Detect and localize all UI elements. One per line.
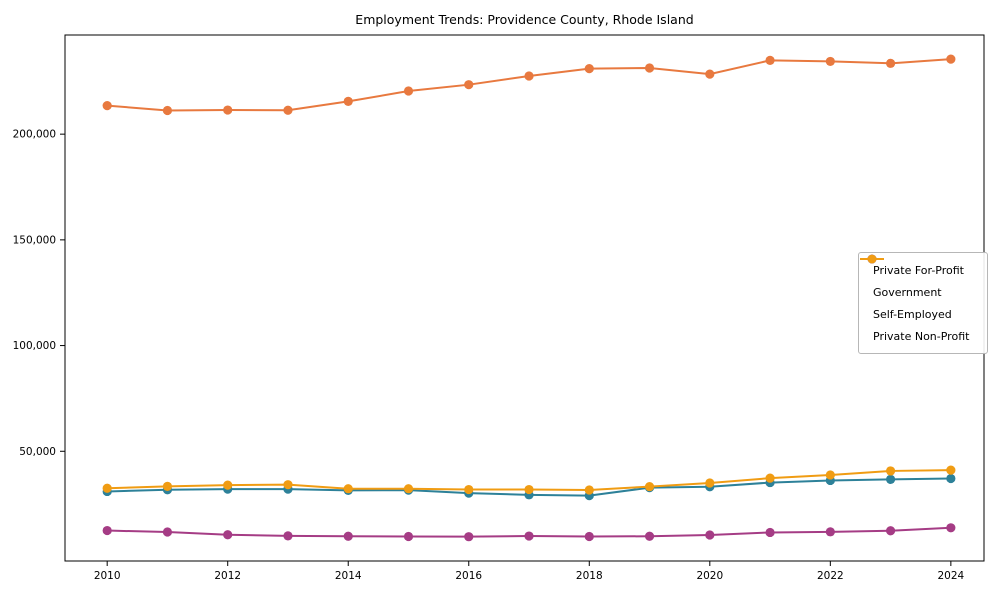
data-point-self-employed bbox=[403, 531, 414, 542]
x-tick-label: 2012 bbox=[214, 570, 241, 582]
data-point-private-non-profit bbox=[464, 484, 474, 495]
data-point-private-for-profit bbox=[584, 64, 594, 74]
data-point-private-for-profit bbox=[885, 58, 896, 68]
data-point-private-non-profit bbox=[644, 481, 655, 492]
y-tick-label: 100,000 bbox=[13, 340, 56, 352]
data-point-private-non-profit bbox=[162, 481, 173, 491]
x-tick-label: 2024 bbox=[937, 570, 964, 582]
legend-label: Self-Employed bbox=[873, 307, 952, 321]
data-point-self-employed bbox=[885, 526, 896, 536]
x-tick-label: 2018 bbox=[576, 570, 603, 582]
data-point-self-employed bbox=[162, 527, 173, 537]
legend-marker-icon bbox=[860, 254, 884, 264]
data-point-private-non-profit bbox=[283, 480, 293, 490]
x-tick-label: 2016 bbox=[455, 570, 482, 582]
data-point-private-non-profit bbox=[705, 478, 715, 488]
legend-item-self-employed: Self-Employed bbox=[860, 254, 979, 325]
y-tick-label: 150,000 bbox=[13, 234, 56, 246]
data-point-private-non-profit bbox=[223, 480, 233, 490]
data-point-private-for-profit bbox=[102, 101, 112, 111]
data-point-government bbox=[885, 474, 896, 484]
legend-label: Private Non-Profit bbox=[873, 329, 970, 343]
legend: Private For-Profit Government Self-Employe… bbox=[858, 252, 988, 354]
data-point-self-employed bbox=[102, 525, 112, 536]
data-point-private-for-profit bbox=[283, 105, 293, 115]
x-tick-label: 2022 bbox=[817, 570, 844, 582]
data-point-private-non-profit bbox=[584, 485, 594, 495]
data-point-private-for-profit bbox=[464, 80, 474, 90]
legend-label: Government bbox=[873, 285, 942, 299]
data-point-private-for-profit bbox=[343, 96, 353, 106]
data-point-self-employed bbox=[584, 531, 594, 542]
data-point-private-non-profit bbox=[946, 465, 956, 475]
data-point-private-for-profit bbox=[765, 55, 775, 65]
data-point-private-non-profit bbox=[343, 484, 353, 494]
data-point-self-employed bbox=[524, 531, 534, 541]
legend-item-private-non-profit: Private Non-Profit bbox=[860, 254, 979, 347]
data-point-self-employed bbox=[644, 531, 655, 541]
data-point-private-for-profit bbox=[223, 105, 233, 115]
y-tick-label: 50,000 bbox=[19, 446, 56, 458]
x-tick-label: 2010 bbox=[94, 570, 121, 582]
data-point-private-for-profit bbox=[946, 54, 956, 64]
data-point-self-employed bbox=[765, 527, 775, 538]
data-point-private-non-profit bbox=[524, 484, 534, 495]
data-point-self-employed bbox=[343, 531, 353, 541]
data-point-private-non-profit bbox=[765, 473, 775, 483]
data-point-self-employed bbox=[464, 532, 474, 542]
data-point-self-employed bbox=[825, 527, 835, 537]
chart-title: Employment Trends: Providence County, Rh… bbox=[355, 12, 694, 27]
data-point-private-non-profit bbox=[825, 470, 835, 480]
data-point-self-employed bbox=[705, 530, 715, 540]
data-point-private-non-profit bbox=[885, 466, 896, 476]
data-point-private-for-profit bbox=[705, 69, 715, 79]
x-tick-label: 2014 bbox=[335, 570, 362, 582]
data-point-private-for-profit bbox=[825, 56, 835, 67]
axes-frame bbox=[64, 34, 985, 562]
data-point-self-employed bbox=[946, 523, 956, 533]
data-point-private-for-profit bbox=[524, 71, 534, 81]
legend-item-government: Government bbox=[860, 254, 979, 303]
data-point-private-non-profit bbox=[102, 483, 112, 493]
legend-label: Private For-Profit bbox=[873, 263, 964, 277]
data-point-private-non-profit bbox=[403, 484, 414, 494]
y-tick-label: 200,000 bbox=[13, 129, 56, 141]
data-point-private-for-profit bbox=[403, 86, 414, 96]
series-line-private-for-profit bbox=[107, 58, 951, 112]
data-point-government bbox=[946, 473, 956, 484]
data-point-self-employed bbox=[223, 530, 233, 540]
x-tick-label: 2020 bbox=[696, 570, 723, 582]
data-point-self-employed bbox=[283, 531, 293, 541]
data-point-private-for-profit bbox=[162, 105, 173, 116]
data-point-private-for-profit bbox=[644, 63, 655, 73]
